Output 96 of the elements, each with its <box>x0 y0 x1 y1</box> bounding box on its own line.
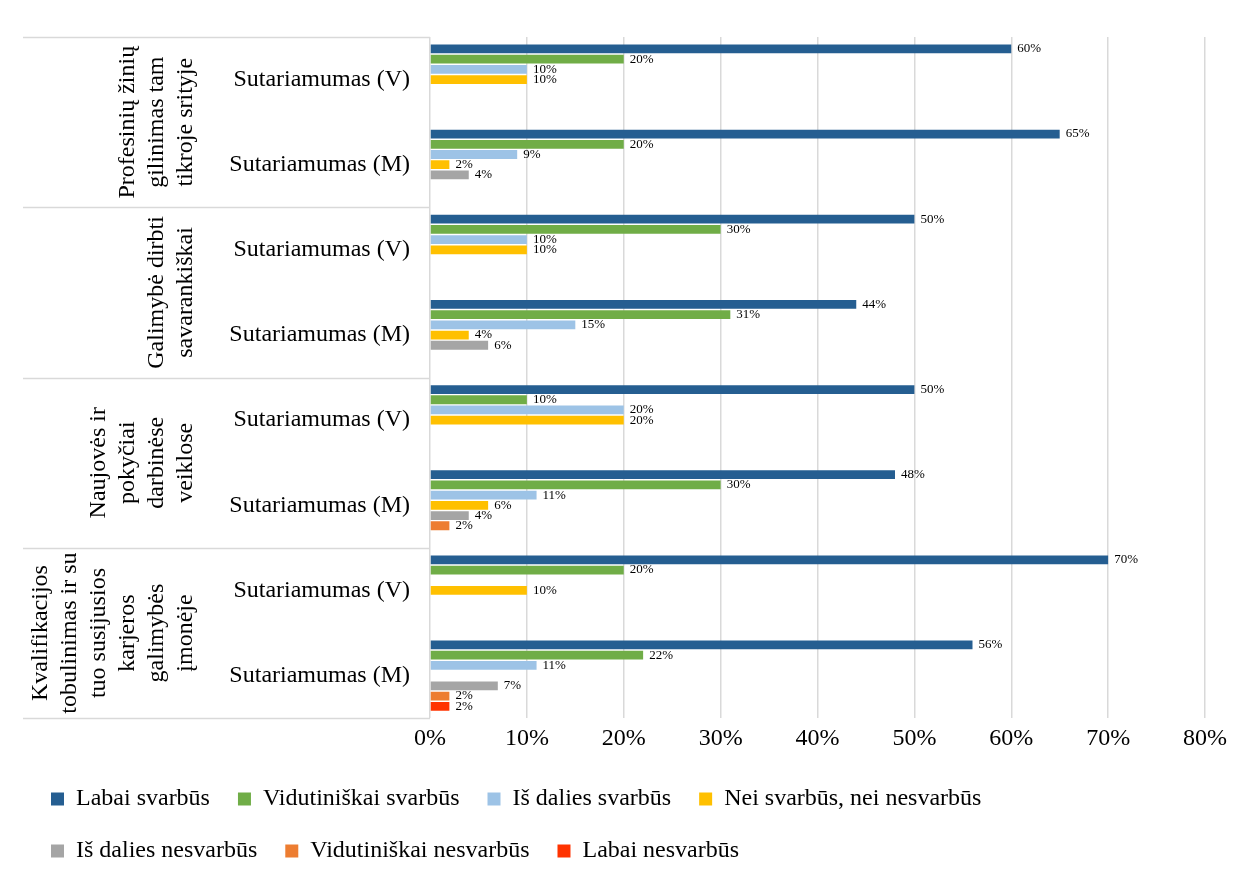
text: Galimybė dirbti savarankiškai <box>142 215 198 369</box>
data-label: 7% <box>503 677 522 693</box>
bar <box>430 500 489 510</box>
bar <box>430 565 624 575</box>
data-label: 10% <box>532 391 557 407</box>
bar <box>430 245 527 255</box>
data-label: 2% <box>455 517 473 533</box>
y-tick-label: Sutariamumas (M) <box>229 150 410 177</box>
x-tick-label: 20% <box>601 723 646 750</box>
legend-label: Iš dalies nesvarbūs <box>76 836 258 863</box>
y-tick-label: Sutariamumas (V) <box>233 235 410 262</box>
data-label: 4% <box>474 506 493 522</box>
data-label: 10% <box>532 581 557 597</box>
data-label: 20% <box>629 135 654 151</box>
x-tick-label: 0% <box>414 723 446 750</box>
bar <box>430 129 1060 139</box>
bar <box>430 235 527 245</box>
legend-label: Vidutiniškai nesvarbūs <box>310 836 530 863</box>
bar <box>430 385 915 394</box>
data-label: 70% <box>1114 551 1139 567</box>
bar <box>430 490 537 500</box>
bar <box>430 661 537 670</box>
legend-label: Vidutiniškai svarbūs <box>262 784 460 811</box>
x-tick-label: 10% <box>504 723 549 750</box>
data-label: 22% <box>649 646 674 662</box>
bar <box>430 395 527 405</box>
bar <box>430 340 489 350</box>
data-label: 11% <box>542 656 567 672</box>
y-tick-label: Sutariamumas (M) <box>229 320 410 347</box>
data-label: 11% <box>542 486 567 502</box>
bar <box>430 470 895 480</box>
x-tick-label: 80% <box>1183 723 1227 750</box>
data-label: 2% <box>455 156 473 172</box>
data-label: 6% <box>494 336 512 352</box>
bar <box>430 64 527 74</box>
bar <box>430 586 527 595</box>
x-tick-label: 60% <box>989 723 1034 750</box>
y-tick-label: Sutariamumas (V) <box>233 405 410 432</box>
bar <box>430 640 973 650</box>
bar <box>430 139 624 149</box>
text: Naujovės ir pokyčiai darbinėse veiklose <box>84 407 198 519</box>
x-tick-label: 70% <box>1086 723 1131 750</box>
data-label: 10% <box>532 60 557 76</box>
bar <box>430 75 527 84</box>
data-label: 20% <box>629 561 654 577</box>
data-label: 56% <box>978 636 1003 652</box>
y-tick-label: Sutariamumas (M) <box>229 490 410 517</box>
bar <box>430 320 576 330</box>
data-label: 44% <box>862 295 887 311</box>
bar <box>430 701 450 711</box>
legend-label: Labai svarbūs <box>76 784 210 811</box>
data-label: 30% <box>726 476 751 492</box>
bar <box>430 650 644 660</box>
bar <box>430 44 1012 54</box>
bar <box>430 225 721 234</box>
bar <box>430 160 450 170</box>
bar <box>430 170 469 180</box>
y-tick-label: Sutariamumas (M) <box>229 660 410 687</box>
legend-label: Iš dalies svarbūs <box>512 784 672 811</box>
bar <box>430 681 498 691</box>
bar <box>430 521 450 531</box>
data-label: 2% <box>455 687 473 703</box>
bar <box>430 150 518 159</box>
x-tick-label: 50% <box>892 723 937 750</box>
data-label: 30% <box>726 220 751 236</box>
x-tick-label: 40% <box>795 723 840 750</box>
text: Profesinių žinių gilinimas tam tikroje srityje <box>113 44 198 199</box>
bar <box>430 54 624 64</box>
y-tick-label: Sutariamumas (V) <box>233 64 410 91</box>
data-label: 4% <box>474 326 493 342</box>
data-label: 50% <box>920 210 945 226</box>
data-label: 4% <box>474 166 493 182</box>
data-label: 20% <box>629 50 654 66</box>
bar <box>430 511 469 520</box>
text: Kvalifikacijos tobulinimas ir su tuo susijusios karjeros galimybės įmonėje <box>26 552 198 714</box>
x-tick-label: 30% <box>698 723 743 750</box>
data-label: 31% <box>736 306 761 322</box>
bar <box>430 555 1109 565</box>
data-label: 50% <box>920 380 945 396</box>
bar <box>430 299 857 309</box>
data-label: 15% <box>581 316 606 332</box>
bar <box>430 310 731 319</box>
legend-label: Nei svarbūs, nei nesvarbūs <box>724 784 982 811</box>
legend-label: Labai nesvarbūs <box>582 836 740 863</box>
bar <box>430 214 915 224</box>
data-label: 6% <box>494 496 512 512</box>
data-label: 9% <box>523 145 541 161</box>
y-tick-label: Sutariamumas (V) <box>233 575 410 602</box>
data-label: 65% <box>1065 125 1090 141</box>
data-label: 20% <box>629 401 654 417</box>
bar <box>430 415 624 425</box>
bar <box>430 330 469 340</box>
bar <box>430 480 721 490</box>
bar <box>430 405 624 415</box>
data-label: 48% <box>901 466 925 482</box>
data-label: 60% <box>1017 40 1042 56</box>
